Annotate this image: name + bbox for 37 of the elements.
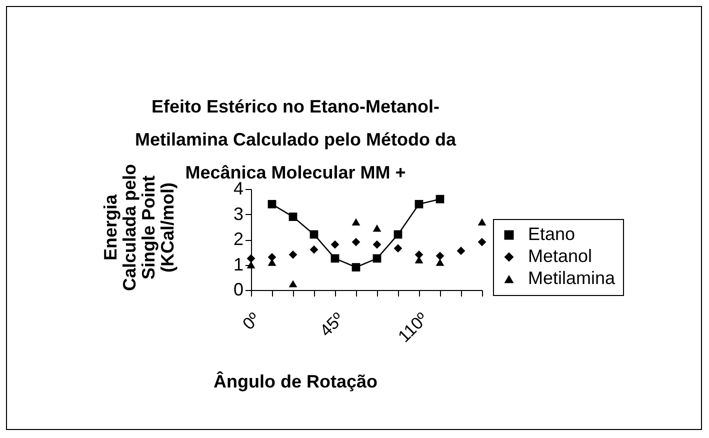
point bbox=[372, 254, 382, 263]
point bbox=[394, 244, 402, 253]
legend-label: Metanol bbox=[528, 246, 592, 266]
x-tick-label: 45º bbox=[316, 309, 348, 340]
legend-label: Metilamina bbox=[528, 268, 616, 288]
point bbox=[288, 250, 298, 259]
point bbox=[352, 238, 360, 246]
y-tick-label: 2 bbox=[233, 229, 244, 249]
y-axis-title: Energia Calculada pelo Single Point (KCal/mol) bbox=[100, 164, 178, 292]
point bbox=[394, 230, 402, 239]
point bbox=[372, 240, 382, 249]
point bbox=[352, 263, 360, 272]
point bbox=[246, 254, 256, 263]
point bbox=[310, 245, 318, 254]
legend-label: Etano bbox=[528, 224, 576, 244]
point bbox=[310, 230, 318, 239]
point bbox=[268, 200, 276, 208]
point bbox=[246, 261, 256, 268]
point bbox=[330, 240, 340, 249]
point bbox=[456, 246, 466, 256]
point bbox=[372, 224, 382, 232]
point bbox=[478, 238, 486, 246]
y-tick-label: 3 bbox=[233, 204, 244, 224]
point bbox=[436, 252, 444, 260]
y-tick-label: 1 bbox=[233, 254, 244, 274]
x-axis-title: Ângulo de Rotação bbox=[213, 370, 378, 392]
y-tick-label: 4 bbox=[233, 178, 244, 198]
y-tick-label: 0 bbox=[233, 280, 244, 300]
point bbox=[352, 218, 360, 226]
point bbox=[436, 194, 444, 204]
x-tick-label: 0º bbox=[239, 309, 264, 334]
point bbox=[288, 280, 298, 288]
point bbox=[436, 258, 444, 266]
point bbox=[330, 254, 340, 263]
point bbox=[288, 212, 298, 221]
point bbox=[478, 218, 486, 226]
point bbox=[414, 200, 424, 208]
